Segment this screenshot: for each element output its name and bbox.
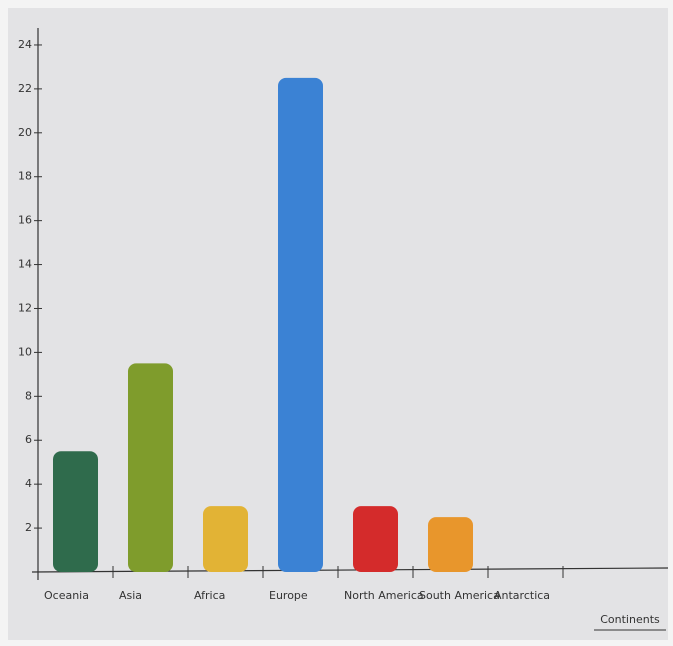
page: 24681012141618202224OceaniaAsiaAfricaEur… bbox=[0, 0, 673, 646]
x-tick-label: North America bbox=[344, 589, 424, 602]
x-tick-label: Asia bbox=[119, 589, 142, 602]
y-tick-label: 2 bbox=[25, 521, 32, 534]
bar bbox=[53, 451, 98, 572]
y-tick-label: 24 bbox=[18, 38, 32, 51]
x-tick-label: Antarctica bbox=[494, 589, 550, 602]
paper bbox=[8, 8, 668, 640]
bar bbox=[203, 506, 248, 572]
y-tick-label: 8 bbox=[25, 389, 32, 402]
y-tick-label: 18 bbox=[18, 170, 32, 183]
x-tick-label: Oceania bbox=[44, 589, 89, 602]
bar bbox=[428, 517, 473, 572]
y-tick-label: 22 bbox=[18, 82, 32, 95]
x-tick-label: Europe bbox=[269, 589, 308, 602]
y-tick-label: 14 bbox=[18, 258, 32, 271]
y-tick-label: 10 bbox=[18, 345, 32, 358]
y-tick-label: 20 bbox=[18, 126, 32, 139]
x-axis-label: Continents bbox=[600, 613, 660, 626]
bar bbox=[128, 363, 173, 572]
x-tick-label: Africa bbox=[194, 589, 225, 602]
bar bbox=[278, 78, 323, 572]
bar bbox=[353, 506, 398, 572]
chart: 24681012141618202224OceaniaAsiaAfricaEur… bbox=[0, 0, 673, 646]
y-tick-label: 16 bbox=[18, 214, 32, 227]
y-tick-label: 12 bbox=[18, 301, 32, 314]
x-tick-label: South America bbox=[419, 589, 500, 602]
y-tick-label: 4 bbox=[25, 477, 32, 490]
y-tick-label: 6 bbox=[25, 433, 32, 446]
